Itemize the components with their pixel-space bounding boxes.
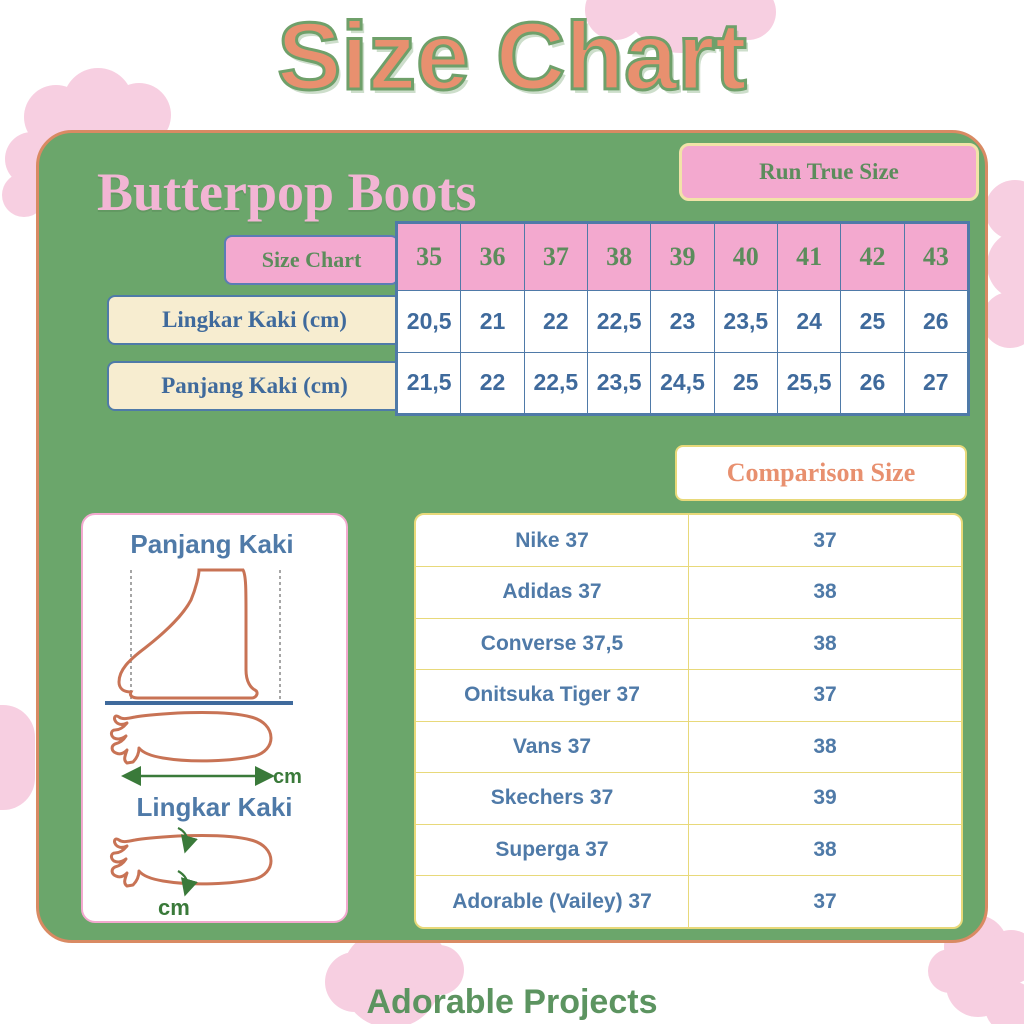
- svg-text:cm: cm: [273, 766, 302, 788]
- svg-text:cm: cm: [158, 895, 190, 920]
